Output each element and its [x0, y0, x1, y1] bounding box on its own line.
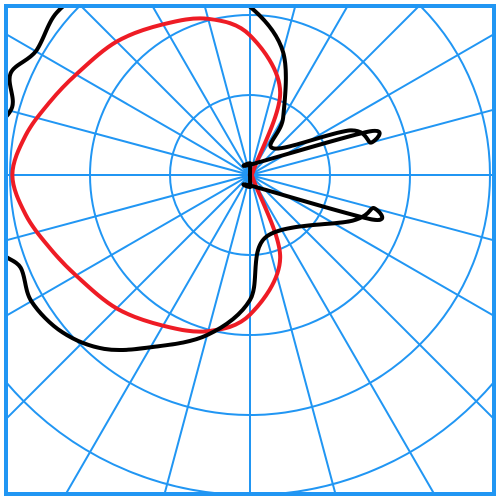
polar-chart [0, 0, 500, 500]
